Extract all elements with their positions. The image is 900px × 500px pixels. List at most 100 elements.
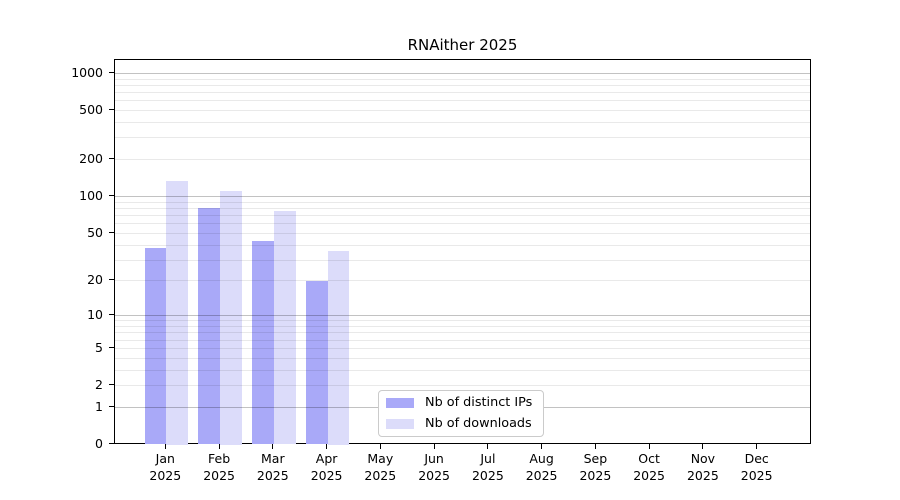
- minor-gridline: [115, 78, 810, 80]
- y-tick-label: 10: [87, 307, 103, 323]
- x-tick-year: 2025: [418, 467, 450, 483]
- x-tick-month: Jun: [424, 451, 444, 466]
- x-axis-tick: [326, 444, 328, 449]
- x-tick-month: Jul: [480, 451, 496, 466]
- minor-gridline: [115, 320, 810, 322]
- x-tick-year: 2025: [149, 467, 182, 483]
- x-tick-month: Mar: [261, 451, 285, 466]
- major-gridline: [115, 315, 810, 317]
- minor-gridline: [115, 385, 810, 386]
- minor-gridline: [115, 326, 810, 327]
- x-tick-label: Feb 2025: [187, 451, 251, 484]
- legend-item: Nb of distinct IPs: [386, 395, 536, 412]
- y-tick-label: 50: [87, 224, 103, 240]
- bar-distinct-ips: [198, 208, 221, 445]
- x-axis-tick: [272, 444, 274, 449]
- x-tick-label: Dec 2025: [725, 451, 789, 484]
- x-tick-year: 2025: [740, 467, 773, 483]
- y-axis-tick: [109, 158, 114, 160]
- x-tick-year: 2025: [525, 467, 558, 483]
- x-tick-year: 2025: [686, 467, 719, 483]
- x-tick-month: Feb: [208, 451, 231, 466]
- bar-distinct-ips: [252, 241, 274, 445]
- x-axis-tick: [541, 444, 543, 449]
- legend-swatch-distinct-ips-icon: [386, 398, 414, 409]
- x-tick-month: Oct: [638, 451, 660, 466]
- y-axis-tick: [109, 314, 114, 316]
- minor-gridline: [115, 122, 810, 123]
- legend-label: Nb of downloads: [425, 415, 532, 431]
- x-tick-year: 2025: [310, 467, 343, 483]
- y-axis-tick: [109, 443, 114, 444]
- x-tick-label: May 2025: [348, 451, 412, 484]
- bar-downloads: [273, 211, 296, 445]
- y-tick-label: 20: [87, 272, 103, 288]
- y-tick-label: 0: [95, 436, 103, 451]
- x-tick-year: 2025: [579, 467, 612, 483]
- bar-distinct-ips: [144, 247, 167, 445]
- chart-title: RNAither 2025: [407, 36, 518, 54]
- minor-gridline: [115, 92, 810, 93]
- x-tick-label: Jun 2025: [402, 451, 466, 484]
- x-tick-month: Jan: [155, 451, 175, 466]
- minor-gridline: [115, 280, 810, 282]
- y-axis-tick: [109, 109, 114, 110]
- y-axis-tick: [109, 71, 114, 73]
- minor-gridline: [115, 110, 810, 111]
- x-tick-label: Sep 2025: [563, 451, 627, 484]
- y-tick-label: 1: [95, 398, 103, 414]
- minor-gridline: [115, 223, 810, 225]
- x-tick-month: Aug: [529, 451, 554, 466]
- legend-item: Nb of downloads: [386, 416, 536, 433]
- x-axis-tick: [594, 444, 596, 449]
- x-tick-label: Jul 2025: [456, 451, 520, 484]
- minor-gridline: [115, 159, 810, 161]
- x-tick-month: May: [367, 451, 394, 466]
- y-tick-label: 2: [95, 377, 103, 392]
- minor-gridline: [115, 232, 810, 234]
- x-axis-tick: [702, 444, 704, 449]
- x-tick-label: Aug 2025: [510, 451, 574, 484]
- minor-gridline: [115, 201, 810, 203]
- minor-gridline: [115, 347, 810, 349]
- minor-gridline: [115, 137, 810, 139]
- y-axis-tick: [109, 279, 114, 281]
- x-tick-month: Nov: [690, 451, 716, 466]
- x-tick-year: 2025: [471, 467, 504, 483]
- x-tick-year: 2025: [364, 467, 397, 483]
- bar-downloads: [220, 190, 242, 445]
- legend-swatch-downloads-icon: [386, 418, 414, 429]
- x-axis-tick: [164, 444, 166, 449]
- x-tick-label: Mar 2025: [241, 451, 305, 484]
- x-axis-tick: [433, 444, 435, 449]
- y-tick-label: 1000: [71, 64, 103, 80]
- x-tick-month: Apr: [315, 451, 338, 466]
- bar-downloads: [166, 181, 189, 445]
- x-tick-year: 2025: [633, 467, 665, 483]
- bar-distinct-ips: [305, 280, 328, 445]
- x-axis-tick: [379, 444, 381, 449]
- x-axis-tick: [648, 444, 650, 449]
- major-gridline: [115, 196, 810, 198]
- minor-gridline: [115, 84, 810, 86]
- y-axis-tick: [109, 346, 114, 348]
- x-axis-tick: [756, 444, 758, 449]
- x-tick-label: Apr 2025: [295, 451, 359, 484]
- minor-gridline: [115, 357, 810, 359]
- x-tick-label: Oct 2025: [617, 451, 681, 484]
- x-tick-month: Dec: [744, 451, 769, 466]
- legend-label: Nb of distinct IPs: [425, 395, 533, 411]
- y-tick-label: 100: [79, 188, 103, 204]
- x-axis-tick: [218, 444, 220, 449]
- minor-gridline: [115, 339, 810, 341]
- bar-downloads: [327, 250, 350, 445]
- x-tick-year: 2025: [256, 467, 289, 483]
- y-axis-tick: [109, 405, 114, 407]
- y-tick-label: 5: [95, 339, 103, 355]
- x-axis-tick: [487, 444, 489, 449]
- minor-gridline: [115, 369, 810, 371]
- minor-gridline: [115, 244, 810, 246]
- x-tick-label: Jan 2025: [133, 451, 197, 484]
- x-tick-year: 2025: [203, 467, 235, 483]
